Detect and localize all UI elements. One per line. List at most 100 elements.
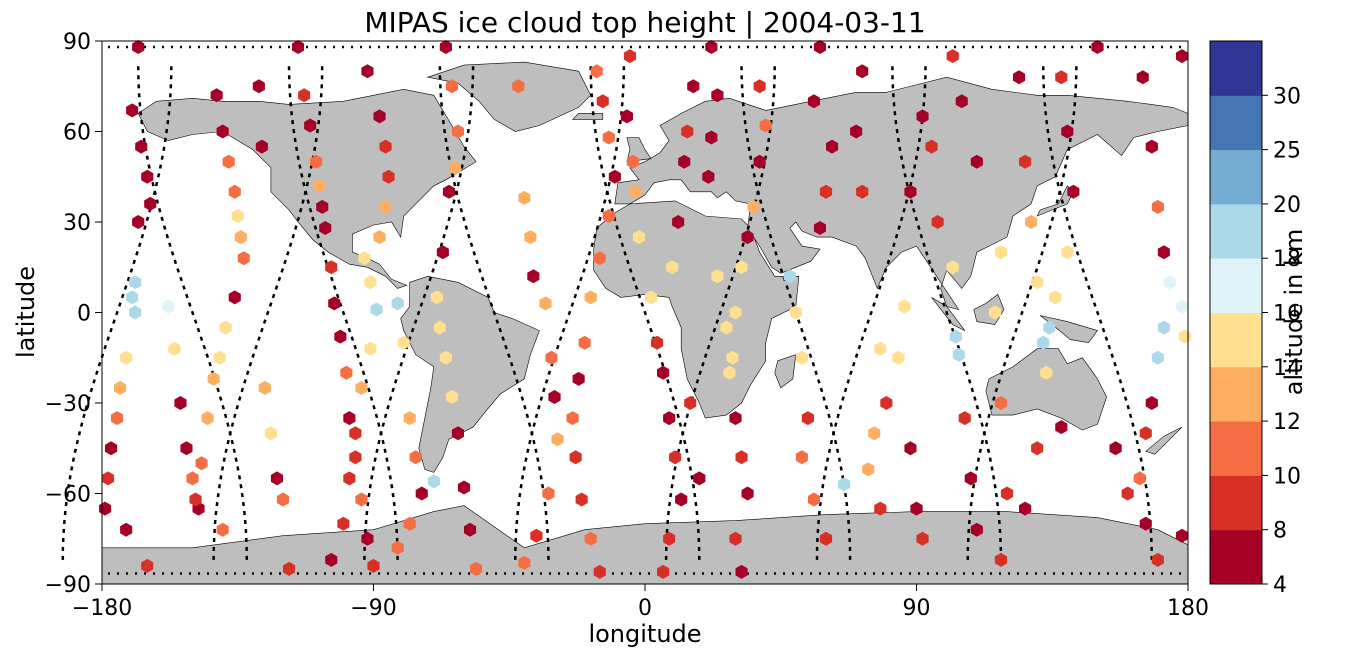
data-point <box>807 94 820 109</box>
y-tick-label: 30 <box>63 211 91 236</box>
data-point <box>1055 420 1068 435</box>
data-point <box>566 411 579 426</box>
data-point <box>216 522 229 537</box>
colorbar-tick-label: 8 <box>1273 519 1287 544</box>
data-point <box>575 492 588 507</box>
data-point <box>874 501 887 516</box>
data-point <box>397 335 410 350</box>
data-point <box>105 441 118 456</box>
data-point <box>705 130 718 145</box>
y-axis: −90 −60 −30 0 30 60 90 <box>45 30 102 598</box>
data-point <box>964 471 977 486</box>
data-point <box>946 260 959 275</box>
data-point <box>666 260 679 275</box>
data-point <box>448 160 461 175</box>
colorbar-tick-label: 14 <box>1273 356 1301 381</box>
data-point <box>355 380 368 395</box>
land-north-america <box>137 88 477 289</box>
data-point <box>729 305 742 320</box>
data-point <box>364 275 377 290</box>
data-point <box>141 558 154 573</box>
data-point <box>892 350 905 365</box>
data-point <box>925 139 938 154</box>
colorbar: 4 8 10 12 14 16 18 20 25 30 <box>1209 40 1301 598</box>
data-point <box>527 269 540 284</box>
data-point <box>741 486 754 501</box>
data-point <box>684 396 697 410</box>
data-point <box>358 251 371 266</box>
orbit-track <box>438 65 550 560</box>
colorbar-tick-label: 12 <box>1273 410 1301 435</box>
data-point <box>114 380 127 395</box>
data-point <box>952 347 965 362</box>
data-point <box>747 199 760 214</box>
data-point <box>252 79 265 94</box>
data-point <box>1000 486 1014 501</box>
colorbar-tick-label: 16 <box>1273 302 1301 327</box>
data-point <box>135 139 148 154</box>
chart-title: MIPAS ice cloud top height | 2004-03-11 <box>364 6 925 39</box>
data-point <box>789 305 802 320</box>
data-point <box>626 154 639 169</box>
colorbar-segment <box>1210 95 1262 151</box>
colorbar-segment <box>1210 149 1262 205</box>
data-point <box>994 396 1007 410</box>
data-point <box>409 450 422 465</box>
data-point <box>231 209 244 223</box>
y-tick-label: 60 <box>63 121 91 146</box>
data-point <box>729 531 742 546</box>
data-point <box>427 474 440 489</box>
data-point <box>379 199 392 214</box>
orbit-track <box>61 65 173 560</box>
data-point <box>910 501 923 516</box>
data-point <box>681 124 694 139</box>
data-point <box>1133 471 1146 486</box>
data-point <box>593 251 606 266</box>
data-point <box>729 411 742 426</box>
data-point <box>102 471 115 486</box>
data-point <box>1139 426 1152 441</box>
data-point <box>958 411 971 426</box>
data-point <box>1031 441 1044 456</box>
data-point <box>355 492 368 507</box>
colorbar-segment <box>1210 475 1262 531</box>
data-point <box>548 390 561 404</box>
data-point <box>1136 70 1149 85</box>
data-point <box>174 396 187 410</box>
data-point <box>258 380 271 395</box>
data-point <box>584 290 597 305</box>
data-point <box>1145 139 1158 154</box>
data-point <box>759 118 772 133</box>
data-point <box>210 88 223 103</box>
data-point <box>720 320 733 335</box>
data-point <box>741 230 754 245</box>
colorbar-tick-label: 20 <box>1273 193 1301 218</box>
data-point <box>298 88 311 103</box>
data-point <box>313 178 326 193</box>
colorbar-segment <box>1210 529 1262 585</box>
data-point <box>819 531 833 546</box>
data-point <box>850 124 863 139</box>
data-point <box>361 64 374 79</box>
data-point <box>213 350 226 365</box>
data-point <box>711 88 724 103</box>
data-point <box>343 471 356 486</box>
data-point <box>819 184 833 199</box>
data-point <box>439 40 452 54</box>
data-point <box>1139 516 1152 531</box>
data-point <box>735 260 748 275</box>
data-point <box>1067 184 1080 199</box>
orbit-track <box>891 65 1003 560</box>
data-point <box>439 350 452 365</box>
data-point <box>1145 396 1158 410</box>
data-point <box>340 365 353 380</box>
data-point <box>337 516 350 531</box>
y-tick-label: −30 <box>45 392 91 417</box>
data-point <box>325 552 338 567</box>
data-point <box>880 396 893 410</box>
data-point <box>1175 299 1188 314</box>
data-point <box>663 531 676 546</box>
data-point <box>949 329 962 344</box>
orbit-track <box>363 65 475 560</box>
data-point <box>539 296 552 311</box>
